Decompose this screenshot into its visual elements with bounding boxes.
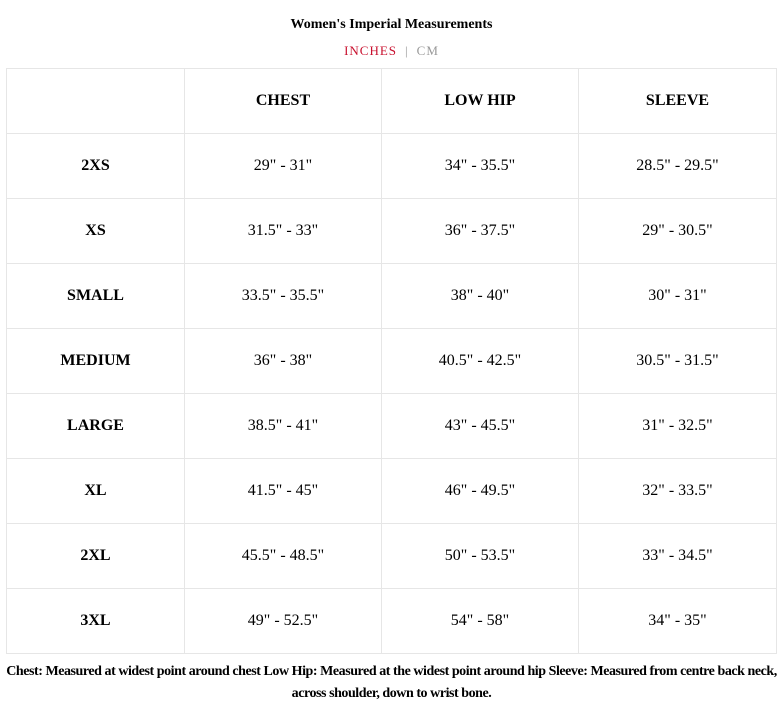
size-label: 2XS — [6, 133, 185, 199]
measurement-note: Chest: Measured at widest point around c… — [6, 664, 777, 701]
unit-separator: | — [405, 43, 409, 58]
measurement-cell: 46" - 49.5" — [381, 458, 579, 524]
measurement-cell: 54" - 58" — [381, 588, 579, 654]
size-label: XS — [6, 198, 185, 264]
unit-cm-tab[interactable]: CM — [416, 43, 439, 58]
measurement-cell: 38.5" - 41" — [184, 393, 382, 459]
measurement-cell: 34" - 35.5" — [381, 133, 579, 199]
size-label: MEDIUM — [6, 328, 185, 394]
table-header-row: CHEST LOW HIP SLEEVE — [6, 68, 777, 134]
table-row: LARGE 38.5" - 41" 43" - 45.5" 31" - 32.5" — [6, 393, 777, 459]
unit-inches-tab[interactable]: INCHES — [344, 43, 398, 58]
column-header — [6, 68, 185, 134]
size-label: LARGE — [6, 393, 185, 459]
size-label: XL — [6, 458, 185, 524]
measurement-cell: 38" - 40" — [381, 263, 579, 329]
measurement-cell: 33" - 34.5" — [578, 523, 777, 589]
size-label: 2XL — [6, 523, 185, 589]
measurement-cell: 43" - 45.5" — [381, 393, 579, 459]
measurement-cell: 34" - 35" — [578, 588, 777, 654]
size-label: SMALL — [6, 263, 185, 329]
measurement-cell: 50" - 53.5" — [381, 523, 579, 589]
table-row: XL 41.5" - 45" 46" - 49.5" 32" - 33.5" — [6, 458, 777, 524]
measurement-cell: 36" - 37.5" — [381, 198, 579, 264]
measurement-cell: 41.5" - 45" — [184, 458, 382, 524]
measurement-cell: 32" - 33.5" — [578, 458, 777, 524]
measurement-cell: 31.5" - 33" — [184, 198, 382, 264]
measurement-cell: 49" - 52.5" — [184, 588, 382, 654]
measurement-cell: 29" - 30.5" — [578, 198, 777, 264]
table-row: 2XL 45.5" - 48.5" 50" - 53.5" 33" - 34.5" — [6, 523, 777, 589]
column-header: SLEEVE — [578, 68, 777, 134]
measurement-cell: 28.5" - 29.5" — [578, 133, 777, 199]
size-label: 3XL — [6, 588, 185, 654]
measurement-cell: 40.5" - 42.5" — [381, 328, 579, 394]
unit-toggle: INCHES | CM — [0, 43, 783, 59]
measurement-cell: 45.5" - 48.5" — [184, 523, 382, 589]
size-chart-table: CHEST LOW HIP SLEEVE 2XS 29" - 31" 34" - 35.… — [6, 68, 777, 654]
measurement-cell: 30.5" - 31.5" — [578, 328, 777, 394]
measurement-cell: 29" - 31" — [184, 133, 382, 199]
table-row: SMALL 33.5" - 35.5" 38" - 40" 30" - 31" — [6, 263, 777, 329]
column-header: CHEST — [184, 68, 382, 134]
table-row: 2XS 29" - 31" 34" - 35.5" 28.5" - 29.5" — [6, 133, 777, 199]
table-row: MEDIUM 36" - 38" 40.5" - 42.5" 30.5" - 31.5… — [6, 328, 777, 394]
measurement-cell: 30" - 31" — [578, 263, 777, 329]
page-title: Women's Imperial Measurements — [290, 17, 493, 32]
column-header: LOW HIP — [381, 68, 579, 134]
measurement-cell: 33.5" - 35.5" — [184, 263, 382, 329]
table-row: XS 31.5" - 33" 36" - 37.5" 29" - 30.5" — [6, 198, 777, 264]
measurement-cell: 36" - 38" — [184, 328, 382, 394]
table-row: 3XL 49" - 52.5" 54" - 58" 34" - 35" — [6, 588, 777, 654]
measurement-cell: 31" - 32.5" — [578, 393, 777, 459]
